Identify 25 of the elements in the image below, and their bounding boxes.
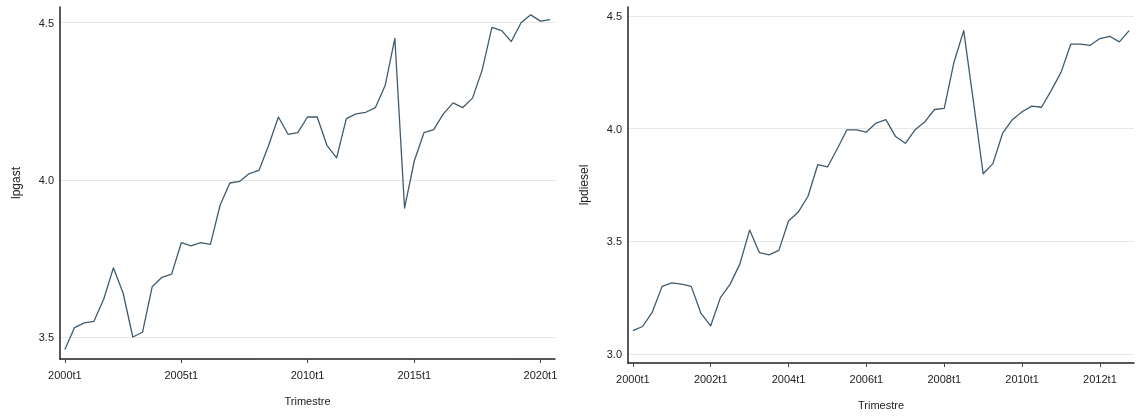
y-axis-title: lpdiesel [577, 164, 591, 206]
x-tick-label: 2006t1 [849, 372, 884, 385]
y-tick-label: 3.5 [38, 331, 54, 343]
y-tick-label: 4.0 [606, 122, 622, 135]
x-tick-label: 2000t1 [48, 368, 82, 381]
line-series [632, 30, 1130, 332]
y-tick-label: 3.5 [606, 235, 622, 248]
y-axis-title: lpgast [9, 166, 23, 200]
x-tick-label: 2000t1 [616, 372, 650, 385]
x-tick-label: 2004t1 [771, 372, 806, 385]
y-tick-label: 4.5 [38, 16, 54, 29]
x-tick-label: 2010t1 [1005, 372, 1039, 385]
y-tick-label: 4.5 [606, 10, 622, 23]
x-tick-label: 2015t1 [397, 368, 432, 381]
y-tick-label: 4.0 [38, 173, 54, 186]
x-axis-title: Trimestre [857, 398, 905, 411]
x-tick-label: 2008t1 [927, 372, 962, 385]
x-tick-label: 2020t1 [523, 368, 558, 381]
x-tick-label: 2010t1 [290, 368, 325, 381]
x-tick-label: 2002t1 [693, 372, 728, 385]
line-series [64, 14, 551, 351]
y-tick-label: 3.0 [606, 347, 622, 360]
x-axis-title: Trimestre [284, 394, 331, 407]
x-tick-label: 2012t1 [1083, 372, 1117, 385]
x-tick-label: 2005t1 [164, 368, 199, 381]
